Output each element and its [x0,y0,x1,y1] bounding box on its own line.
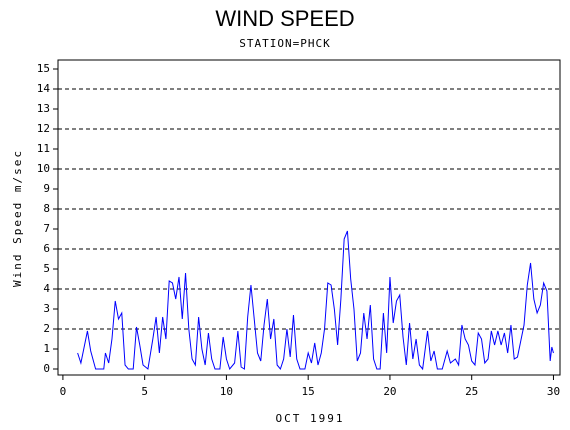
y-tick-label: 1 [43,342,50,355]
y-tick-label: 13 [37,102,50,115]
x-tick-label: 20 [383,385,396,398]
y-tick-label: 7 [43,222,50,235]
y-tick-label: 14 [37,82,51,95]
x-tick-label: 30 [547,385,560,398]
y-tick-label: 3 [43,302,50,315]
y-tick-label: 6 [43,242,50,255]
y-tick-label: 15 [37,62,50,75]
chart-subtitle: STATION=PHCK [239,37,330,50]
data-line [77,230,554,371]
plot-frame [57,59,561,376]
x-tick-label: 0 [60,385,67,398]
y-axis-label: Wind Speed m/sec [11,149,24,287]
y-tick-label: 0 [43,362,50,375]
chart-title: WIND SPEED [215,6,354,31]
y-tick-label: 9 [43,182,50,195]
y-tick-label: 10 [37,162,50,175]
y-tick-label: 4 [43,282,50,295]
x-tick-label: 5 [141,385,148,398]
y-tick-label: 2 [43,322,50,335]
y-tick-label: 8 [43,202,50,215]
x-tick-label: 15 [302,385,315,398]
y-tick-label: 5 [43,262,50,275]
x-tick-label: 10 [220,385,233,398]
y-tick-label: 12 [37,122,50,135]
x-tick-label: 25 [465,385,478,398]
x-axis-label: OCT 1991 [276,412,345,425]
y-tick-label: 11 [37,142,50,155]
